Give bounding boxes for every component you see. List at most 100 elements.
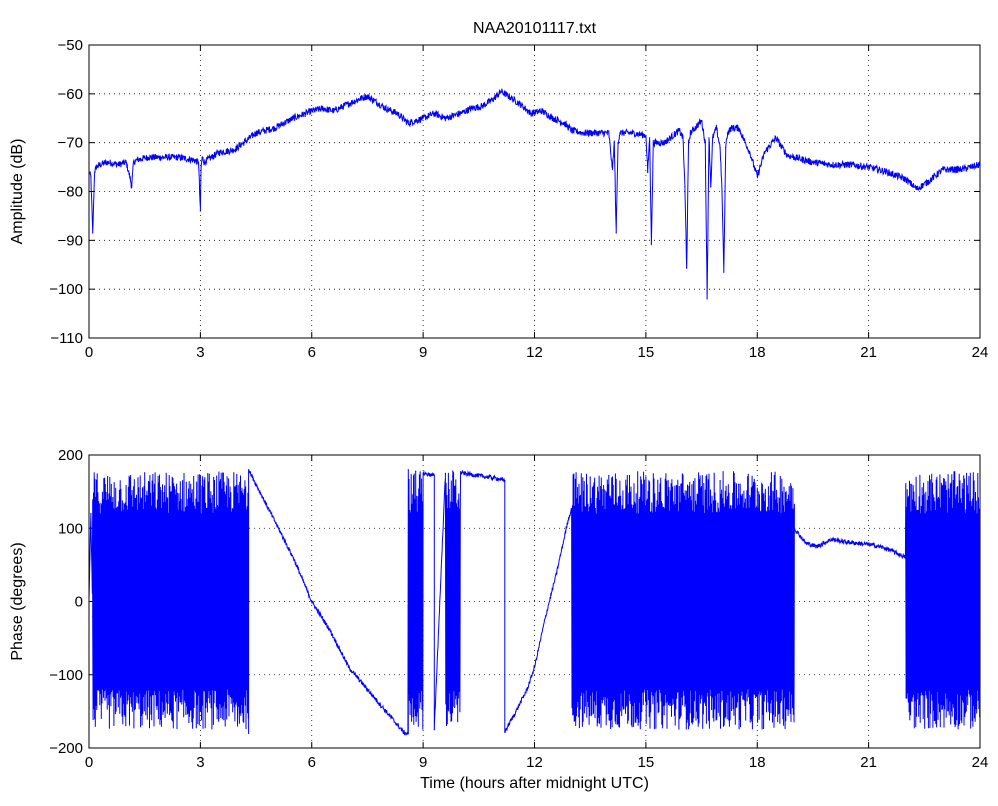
y-tick-label: 100: [58, 520, 83, 537]
data-point: [719, 480, 721, 482]
data-point: [322, 107, 324, 110]
data-point: [738, 127, 740, 129]
data-point: [236, 725, 239, 727]
data-point: [682, 137, 684, 139]
y-tick-label: −90: [58, 232, 83, 249]
data-point: [793, 156, 796, 158]
data-point: [756, 491, 758, 493]
y-axis-title: Phase (degrees): [9, 542, 26, 660]
data-point: [526, 688, 528, 691]
data-point: [396, 112, 398, 114]
data-point: [890, 549, 892, 551]
x-tick-label: 3: [196, 754, 204, 771]
x-tick-label: 12: [526, 754, 543, 771]
data-point: [504, 731, 506, 733]
data-point: [923, 615, 925, 617]
data-point: [218, 718, 220, 720]
data-point: [292, 556, 294, 559]
data-point: [608, 132, 610, 134]
data-point: [515, 710, 517, 713]
x-tick-label: 21: [860, 344, 877, 361]
data-point: [366, 95, 368, 97]
data-point: [504, 480, 506, 482]
data-point: [879, 546, 881, 548]
data-point: [689, 132, 692, 134]
data-point: [162, 156, 164, 158]
data-point: [823, 542, 825, 544]
data-point: [481, 105, 484, 107]
data-point: [611, 168, 614, 171]
data-point: [608, 474, 610, 477]
data-point: [177, 156, 179, 158]
x-tick-label: 15: [638, 754, 655, 771]
y-tick-label: −100: [49, 281, 83, 298]
data-point: [652, 142, 654, 144]
data-point: [582, 132, 584, 134]
data-point: [444, 472, 446, 474]
data-point: [452, 476, 454, 478]
data-point: [107, 161, 109, 163]
data-point: [452, 470, 454, 472]
data-point: [767, 498, 770, 500]
data-point: [92, 615, 94, 617]
data-point: [578, 483, 580, 485]
data-point: [719, 146, 721, 149]
data-point: [726, 132, 729, 134]
data-point: [615, 232, 617, 234]
y-tick-label: −100: [49, 667, 83, 684]
data-point: [496, 477, 498, 479]
y-tick-label: −110: [50, 330, 83, 347]
data-point: [192, 159, 194, 161]
x-tick-label: 6: [308, 344, 316, 361]
data-point: [218, 151, 220, 153]
data-point: [849, 164, 851, 166]
data-point: [248, 469, 250, 471]
data-point: [197, 161, 200, 163]
data-point: [979, 637, 981, 639]
data-point: [678, 129, 680, 132]
data-point: [593, 132, 595, 134]
data-point: [274, 127, 276, 129]
data-point: [764, 151, 766, 153]
data-point: [905, 556, 907, 559]
data-point: [942, 168, 944, 171]
data-point: [136, 159, 138, 161]
data-point: [199, 210, 201, 212]
x-tick-label: 24: [972, 754, 989, 771]
data-point: [162, 696, 164, 698]
data-point: [136, 666, 138, 669]
data-point: [684, 186, 686, 188]
data-point: [133, 161, 135, 163]
data-point: [107, 630, 109, 632]
data-point: [444, 117, 446, 119]
data-point: [459, 112, 461, 114]
data-point: [378, 103, 380, 105]
data-point: [292, 117, 294, 119]
data-point: [979, 164, 981, 166]
y-tick-label: 200: [58, 447, 83, 464]
x-tick-label: 3: [196, 344, 204, 361]
data-point: [118, 641, 120, 643]
data-point: [385, 107, 387, 110]
data-point: [541, 110, 543, 112]
data-point: [92, 232, 94, 234]
data-point: [467, 473, 469, 475]
data-point: [236, 146, 239, 149]
data-point: [415, 470, 417, 472]
amplitude-panel: 0 3 6 9 12 15 18 21 24 −50 −60 −70 −80 −90 −100 −110 NAA…: [9, 20, 988, 361]
x-tick-label: 18: [749, 754, 766, 771]
data-point: [404, 732, 406, 735]
data-point: [617, 142, 619, 144]
data-point: [507, 95, 510, 97]
data-point: [556, 571, 558, 573]
x-tick-label: 15: [638, 344, 655, 361]
data-point: [830, 538, 833, 540]
data-point: [868, 166, 870, 168]
data-point: [563, 122, 565, 124]
data-point: [433, 474, 435, 477]
data-point: [348, 103, 350, 105]
data-point: [688, 142, 690, 144]
data-point: [248, 732, 250, 735]
data-point: [960, 630, 963, 632]
data-point: [274, 520, 276, 522]
